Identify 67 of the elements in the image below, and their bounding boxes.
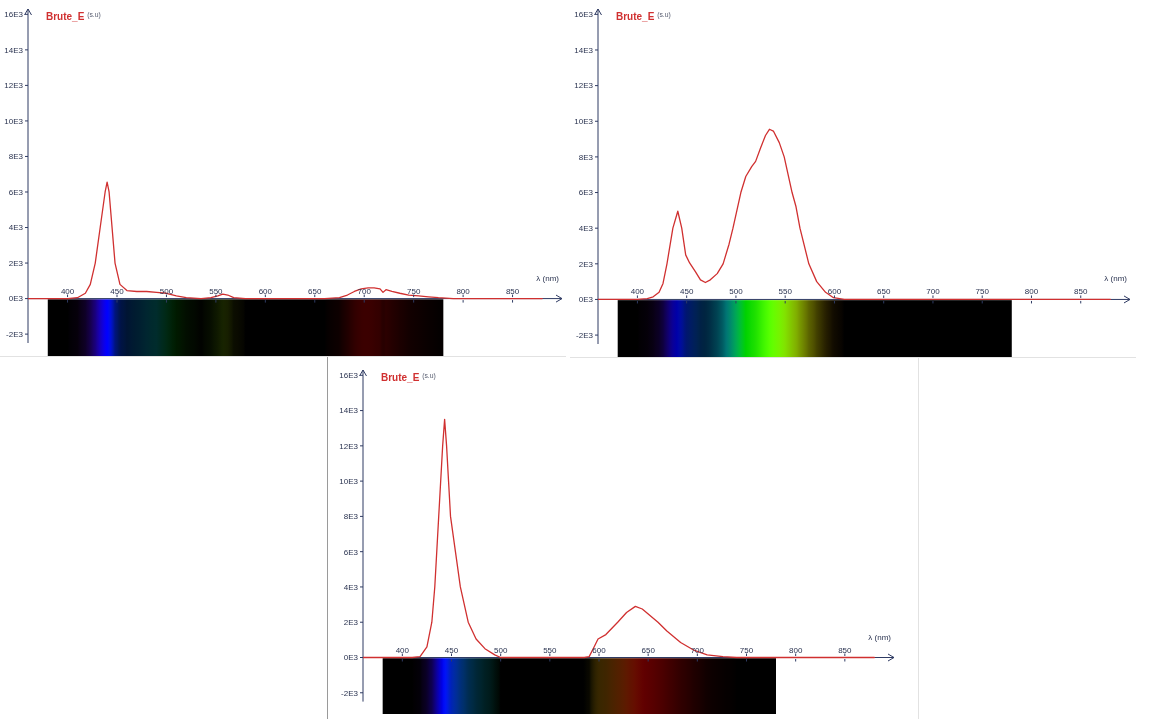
y-tick-label: 14E3 (339, 406, 359, 416)
y-tick-label: 8E3 (8, 152, 24, 162)
x-tick-label: 600 (827, 287, 842, 297)
y-tick-label: 12E3 (339, 441, 359, 451)
y-tick-label: 16E3 (4, 10, 24, 20)
y-tick-label: 2E3 (343, 618, 359, 628)
y-tick-label: 6E3 (343, 547, 359, 557)
x-tick-label: 700 (926, 287, 941, 297)
line-series (363, 418, 875, 659)
x-tick-label: 550 (778, 287, 793, 297)
y-tick-label: 14E3 (574, 45, 594, 55)
line-series (598, 128, 1111, 301)
y-axis-title: Brute_E $^{(s.u)}$ (46, 10, 101, 22)
y-tick-label: 0E3 (578, 295, 594, 305)
y-tick-label: 6E3 (8, 187, 24, 197)
x-tick-label: 800 (1024, 287, 1039, 297)
x-axis-title: λ (nm) (868, 632, 892, 642)
y-axis-title: Brute_E $^{(s.u)}$ (616, 10, 671, 22)
y-tick-label: 10E3 (339, 476, 359, 486)
x-tick-label: 400 (395, 645, 410, 655)
y-tick-label: 12E3 (4, 81, 24, 91)
x-tick-label: 450 (679, 287, 694, 297)
x-tick-label: 600 (592, 645, 607, 655)
x-tick-label: 400 (60, 286, 75, 296)
y-tick-label: 0E3 (343, 653, 359, 663)
y-axis-title: Brute_E $^{(s.u)}$ (381, 371, 436, 383)
x-tick-label: 850 (838, 645, 853, 655)
x-tick-label: 650 (877, 287, 891, 297)
y-tick-label: 8E3 (343, 512, 359, 522)
y-tick-label: 16E3 (339, 371, 359, 381)
y-tick-label: 2E3 (8, 258, 24, 268)
x-tick-label: 450 (110, 286, 125, 296)
x-axis-title: λ (nm) (1104, 274, 1128, 284)
x-tick-label: 850 (1074, 287, 1088, 297)
x-tick-label: 550 (543, 645, 558, 655)
y-tick-label: 0E3 (8, 294, 24, 304)
y-tick-label: -2E3 (576, 330, 594, 340)
x-tick-label: 550 (209, 286, 224, 296)
line-series (28, 181, 543, 300)
y-tick-label: -2E3 (341, 688, 359, 698)
y-tick-label: 10E3 (574, 117, 594, 127)
x-tick-label: 850 (505, 286, 520, 296)
y-tick-label: 14E3 (4, 45, 24, 55)
x-axis-title: λ (nm) (536, 273, 560, 283)
x-tick-label: 750 (406, 286, 421, 296)
y-tick-label: 4E3 (8, 223, 24, 233)
y-tick-label: 4E3 (343, 582, 359, 592)
y-tick-label: 6E3 (578, 188, 594, 198)
y-tick-label: 10E3 (4, 116, 24, 126)
x-tick-label: 650 (641, 645, 656, 655)
x-tick-label: 400 (630, 287, 645, 297)
y-tick-label: -2E3 (6, 329, 24, 339)
x-tick-label: 750 (739, 645, 754, 655)
x-tick-label: 800 (788, 645, 803, 655)
x-tick-label: 450 (444, 645, 459, 655)
y-tick-label: 4E3 (578, 224, 594, 234)
y-tick-label: 16E3 (574, 10, 594, 20)
y-tick-label: 12E3 (574, 81, 594, 91)
y-tick-label: 8E3 (578, 152, 594, 162)
x-tick-label: 500 (729, 287, 744, 297)
x-tick-label: 600 (258, 286, 273, 296)
y-tick-label: 2E3 (578, 259, 594, 269)
x-tick-label: 650 (308, 286, 322, 296)
x-tick-label: 700 (357, 286, 372, 296)
x-tick-label: 750 (975, 287, 990, 297)
x-tick-label: 800 (456, 286, 471, 296)
x-tick-label: 500 (493, 645, 508, 655)
